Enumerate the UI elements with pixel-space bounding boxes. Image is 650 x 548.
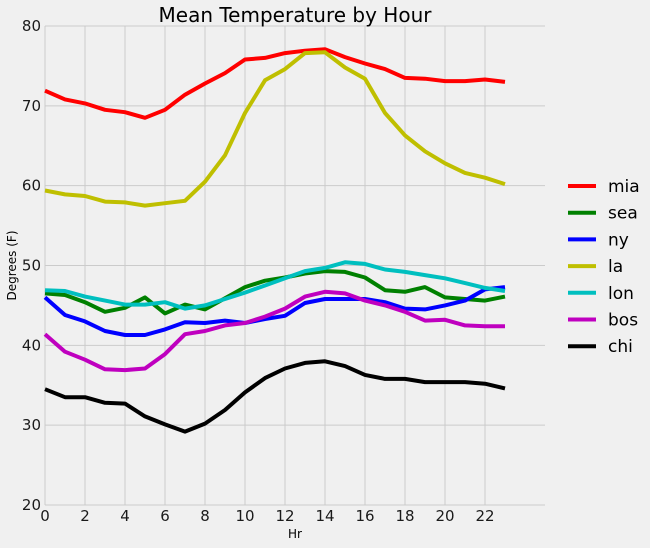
series-line-bos: [43, 289, 505, 373]
y-tick-label: 70: [22, 97, 41, 115]
y-tick-labels: 20 30 40 50 60 70 80: [22, 17, 41, 514]
x-tick-labels: 0 2 4 6 8 10 12 14 16 18 20 22: [40, 507, 494, 525]
x-tick-label: 10: [235, 507, 254, 525]
x-tick-label: 18: [395, 507, 414, 525]
series-lines: [43, 47, 506, 434]
legend: mia sea ny la lon bos chi: [568, 177, 640, 357]
series-line-lon: [44, 260, 506, 311]
series-line-la: [44, 50, 506, 208]
x-tick-label: 14: [315, 507, 334, 525]
y-tick-label: 80: [22, 17, 41, 35]
legend-label-chi: chi: [608, 337, 633, 357]
legend-label-ny: ny: [608, 230, 629, 250]
series-line-mia: [44, 47, 506, 120]
legend-label-mia: mia: [608, 177, 640, 197]
y-tick-label: 30: [22, 416, 41, 434]
x-tick-label: 20: [435, 507, 454, 525]
grid-lines: [44, 25, 545, 506]
y-tick-label: 40: [22, 336, 41, 354]
x-tick-label: 6: [160, 507, 170, 525]
y-axis-label: Degrees (F): [5, 230, 19, 300]
y-tick-label: 50: [22, 257, 41, 275]
y-tick-label: 20: [22, 496, 41, 514]
series-line-ny: [43, 285, 506, 337]
x-tick-label: 0: [40, 507, 50, 525]
x-tick-label: 8: [200, 507, 210, 525]
y-tick-label: 60: [22, 177, 41, 195]
x-tick-label: 22: [475, 507, 494, 525]
legend-label-lon: lon: [608, 284, 634, 304]
series-line-sea: [44, 269, 506, 316]
legend-label-sea: sea: [608, 204, 638, 224]
x-axis-label: Hr: [288, 527, 302, 541]
x-tick-label: 4: [120, 507, 130, 525]
legend-label-la: la: [608, 257, 623, 277]
chart-title: Mean Temperature by Hour: [159, 3, 433, 27]
series-line-chi: [44, 359, 506, 434]
x-tick-label: 12: [275, 507, 294, 525]
legend-label-bos: bos: [608, 311, 638, 331]
x-tick-label: 2: [80, 507, 90, 525]
x-tick-label: 16: [355, 507, 374, 525]
